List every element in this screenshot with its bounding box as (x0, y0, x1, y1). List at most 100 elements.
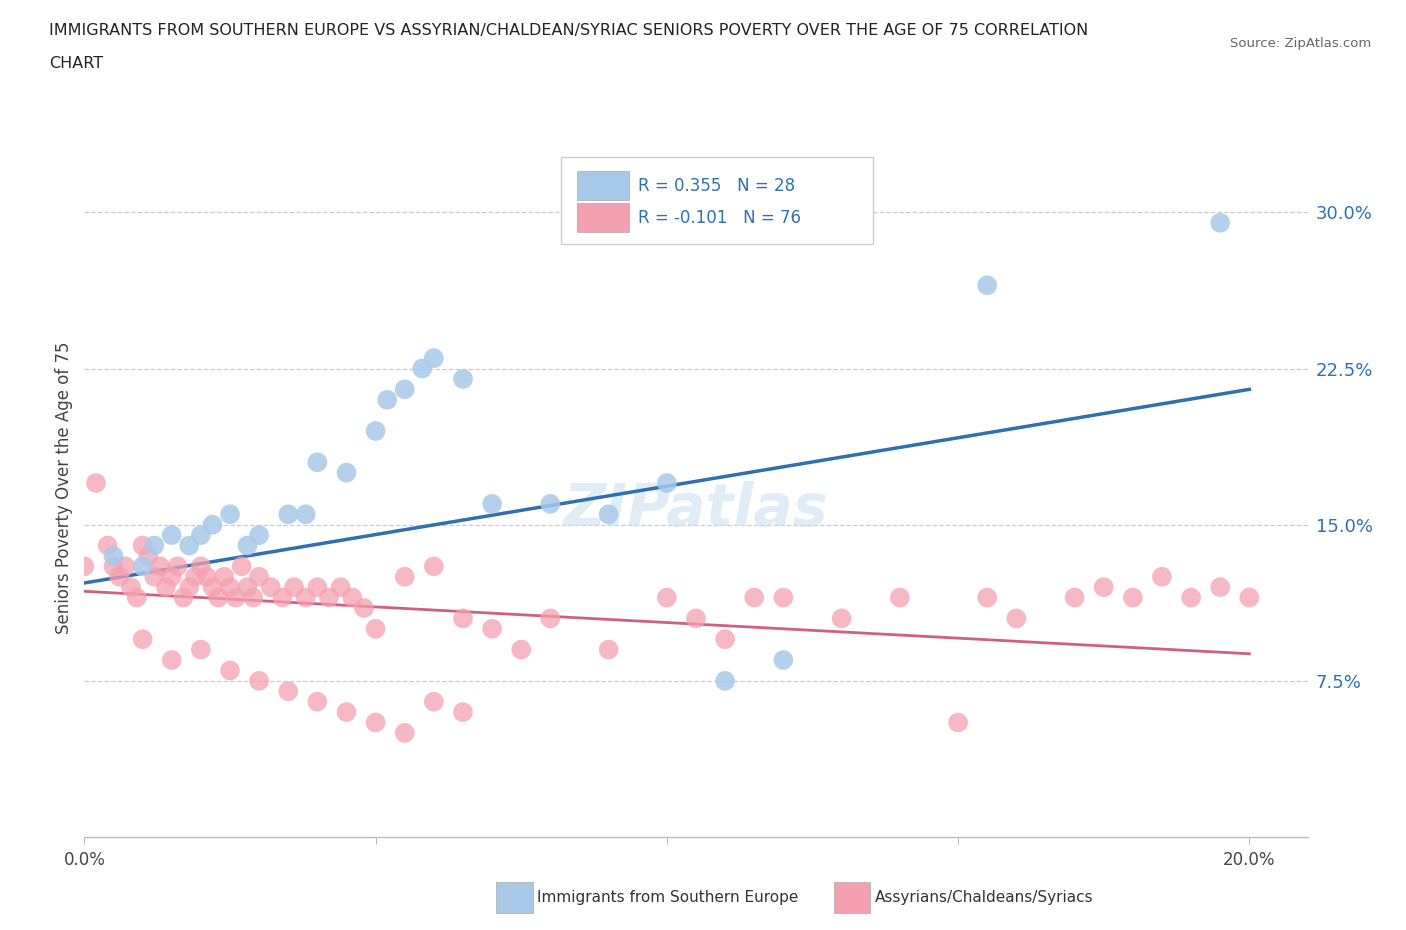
Point (160, 569, 183, 584)
Point (179, 538, 201, 553)
Point (481, 621, 503, 636)
Point (114, 559, 136, 574)
Point (411, 361, 433, 376)
Point (1150, 569, 1173, 584)
Text: CHART: CHART (49, 56, 103, 71)
Point (172, 591, 194, 605)
Point (219, 507, 242, 522)
Point (1122, 591, 1144, 605)
Point (307, 694, 329, 709)
Point (714, 631, 737, 646)
Point (423, 559, 446, 574)
Point (772, 591, 794, 605)
Point (201, 517, 224, 532)
Point (97, 538, 120, 553)
Text: Source: ZipAtlas.com: Source: ZipAtlas.com (1230, 37, 1371, 50)
Point (190, 527, 212, 542)
Point (131, 559, 153, 574)
Point (335, 465, 357, 480)
Point (219, 663, 242, 678)
Point (655, 475, 678, 490)
Point (976, 278, 998, 293)
Point (685, 611, 707, 626)
Text: Immigrants from Southern Europe: Immigrants from Southern Europe (537, 890, 799, 905)
Point (143, 569, 166, 584)
FancyBboxPatch shape (561, 157, 873, 245)
Point (225, 591, 247, 605)
Point (277, 684, 299, 698)
Point (155, 579, 177, 594)
Point (207, 591, 229, 605)
Point (247, 527, 270, 542)
Text: R = 0.355   N = 28: R = 0.355 N = 28 (638, 177, 796, 194)
Point (73, 559, 96, 574)
Point (247, 569, 270, 584)
Point (149, 559, 172, 574)
Point (166, 559, 188, 574)
Point (125, 591, 148, 605)
Point (538, 497, 561, 512)
Point (294, 507, 316, 522)
Point (1209, 579, 1232, 594)
Point (510, 643, 533, 658)
Point (138, 549, 160, 564)
Point (1209, 216, 1232, 231)
Point (364, 621, 387, 636)
Point (307, 579, 329, 594)
Point (655, 591, 678, 605)
Point (831, 611, 853, 626)
Point (219, 579, 242, 594)
Point (201, 579, 224, 594)
Point (190, 559, 212, 574)
Point (103, 549, 125, 564)
Point (103, 559, 125, 574)
Point (231, 559, 253, 574)
Point (160, 653, 183, 668)
Point (451, 705, 474, 720)
Point (143, 538, 166, 553)
Point (364, 423, 387, 438)
Text: Assyrians/Chaldeans/Syriacs: Assyrians/Chaldeans/Syriacs (875, 890, 1092, 905)
Point (946, 715, 969, 730)
Text: IMMIGRANTS FROM SOUTHERN EUROPE VS ASSYRIAN/CHALDEAN/SYRIAC SENIORS POVERTY OVER: IMMIGRANTS FROM SOUTHERN EUROPE VS ASSYR… (49, 23, 1088, 38)
Point (353, 601, 375, 616)
Point (212, 569, 235, 584)
Point (394, 382, 416, 397)
Point (236, 538, 259, 553)
Point (714, 673, 737, 688)
Point (423, 351, 446, 365)
Point (364, 715, 387, 730)
Y-axis label: Seniors Poverty Over the Age of 75: Seniors Poverty Over the Age of 75 (55, 342, 73, 634)
Point (394, 569, 416, 584)
Point (1180, 591, 1202, 605)
Point (179, 579, 201, 594)
Point (108, 569, 131, 584)
Point (481, 497, 503, 512)
Point (120, 579, 142, 594)
Point (451, 611, 474, 626)
Point (1005, 611, 1028, 626)
Point (84, 475, 107, 490)
Point (307, 455, 329, 470)
Point (190, 643, 212, 658)
Text: R = -0.101   N = 76: R = -0.101 N = 76 (638, 208, 801, 227)
Point (335, 705, 357, 720)
Point (160, 527, 183, 542)
Point (195, 569, 218, 584)
Point (772, 653, 794, 668)
Point (184, 569, 207, 584)
Point (598, 507, 620, 522)
FancyBboxPatch shape (578, 203, 628, 232)
Point (889, 591, 911, 605)
Point (329, 579, 352, 594)
Text: ZIPatlas: ZIPatlas (564, 481, 828, 538)
Point (342, 591, 364, 605)
Point (976, 591, 998, 605)
Point (742, 591, 765, 605)
Point (598, 643, 620, 658)
Point (131, 631, 153, 646)
Point (236, 579, 259, 594)
Point (294, 591, 316, 605)
Point (242, 591, 264, 605)
Point (1063, 591, 1085, 605)
